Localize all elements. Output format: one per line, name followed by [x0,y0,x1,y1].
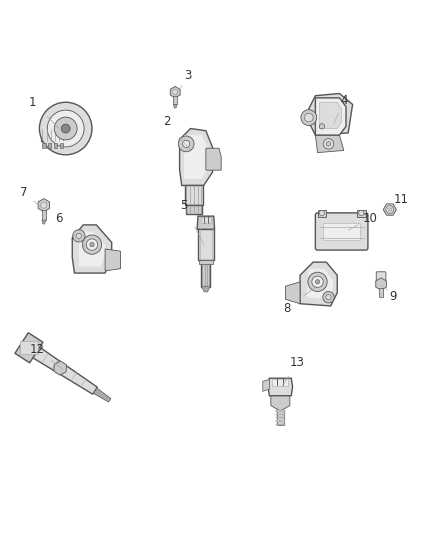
Bar [42,209,46,220]
Bar [54,142,57,148]
Circle shape [304,113,313,122]
Circle shape [86,239,98,251]
Polygon shape [315,135,344,152]
Text: 5: 5 [180,199,187,212]
Circle shape [178,136,194,152]
Circle shape [386,206,394,214]
Polygon shape [307,269,333,300]
Polygon shape [15,333,43,363]
Circle shape [173,90,178,95]
Polygon shape [53,128,70,142]
Circle shape [323,292,334,303]
Text: 7: 7 [20,187,28,199]
Circle shape [82,235,102,254]
Bar [318,209,326,216]
Bar [276,424,285,425]
Polygon shape [309,93,353,135]
Text: 12: 12 [30,343,45,356]
Polygon shape [105,249,120,271]
Circle shape [47,110,84,147]
Bar [60,142,63,148]
Polygon shape [180,128,215,185]
Text: 11: 11 [393,193,408,206]
Bar [185,185,203,205]
Bar [201,217,211,223]
Polygon shape [38,199,49,212]
Polygon shape [201,286,210,292]
Bar [276,410,285,411]
Polygon shape [263,379,269,391]
Circle shape [183,140,190,147]
Bar [201,263,210,287]
Circle shape [388,208,392,211]
Polygon shape [33,347,97,394]
Bar [277,410,284,425]
Circle shape [73,230,85,242]
Polygon shape [79,231,105,266]
Polygon shape [286,282,300,304]
Circle shape [39,102,92,155]
Bar [20,341,38,354]
Bar [186,205,202,214]
Bar [357,209,366,216]
Text: 10: 10 [363,212,378,225]
Bar [323,223,360,240]
Polygon shape [315,98,346,135]
Circle shape [319,124,325,129]
Polygon shape [54,361,67,375]
Text: 8: 8 [283,302,290,314]
Bar [272,379,288,386]
Polygon shape [300,262,337,306]
Text: 4: 4 [340,94,348,107]
Polygon shape [206,148,221,170]
Polygon shape [42,220,46,224]
Bar [198,229,214,260]
Bar [276,414,285,415]
Polygon shape [268,378,293,395]
Bar [379,288,383,297]
Bar [276,420,285,422]
Text: 3: 3 [185,69,192,83]
Circle shape [359,211,364,216]
Circle shape [315,280,320,284]
Polygon shape [271,389,290,411]
Text: 6: 6 [55,212,63,225]
Polygon shape [184,135,210,179]
Circle shape [319,211,325,216]
Circle shape [54,117,77,140]
Bar [199,260,213,264]
Circle shape [326,295,331,300]
Text: 2: 2 [162,116,170,128]
Circle shape [323,139,334,149]
Bar [276,417,285,418]
Polygon shape [376,278,386,290]
Circle shape [308,272,327,292]
Polygon shape [383,204,396,215]
Circle shape [301,110,317,125]
Polygon shape [197,216,215,229]
Text: 1: 1 [29,96,37,109]
Polygon shape [173,104,177,108]
Polygon shape [72,225,112,273]
Circle shape [326,142,331,146]
Polygon shape [93,388,111,402]
Text: 13: 13 [290,357,304,369]
Circle shape [41,202,47,208]
Circle shape [76,233,81,238]
Circle shape [90,243,94,247]
FancyBboxPatch shape [315,213,368,250]
FancyBboxPatch shape [376,272,386,283]
Bar [42,142,46,148]
Text: 9: 9 [389,290,397,303]
Circle shape [61,124,70,133]
Polygon shape [170,86,180,98]
Polygon shape [42,120,66,142]
Bar [48,142,51,148]
Circle shape [312,276,323,287]
Polygon shape [320,102,342,128]
Bar [173,96,177,104]
